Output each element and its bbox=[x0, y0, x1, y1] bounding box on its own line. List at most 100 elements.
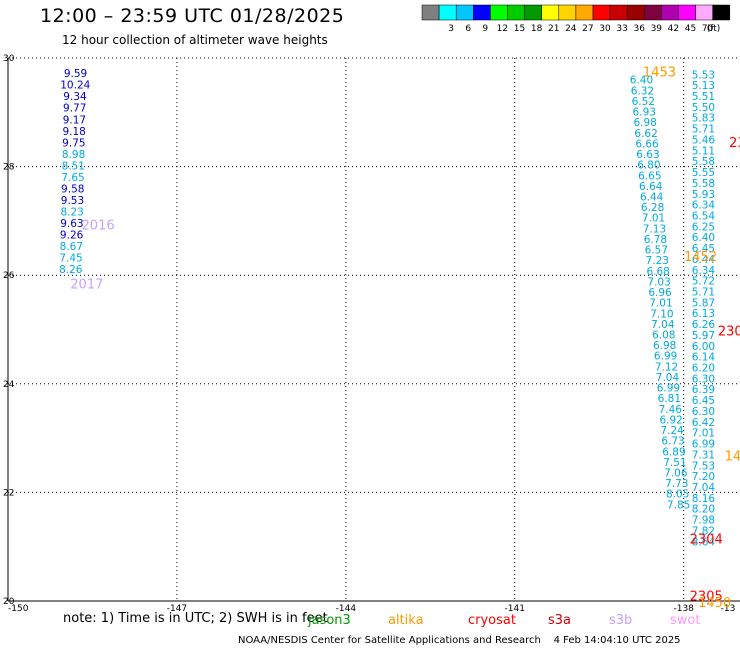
wave-height-label: 5.13 bbox=[692, 80, 715, 92]
y-tick-label: 30 bbox=[3, 54, 15, 64]
x-tick-label: -13 bbox=[721, 604, 736, 614]
wave-height-label: 9.18 bbox=[62, 126, 85, 138]
footer-note: note: 1) Time is in UTC; 2) SWH is in fe… bbox=[63, 611, 328, 626]
wave-height-label: 6.80 bbox=[637, 160, 660, 172]
wave-height-label: 9.26 bbox=[60, 229, 84, 241]
wave-height-label: 6.44 bbox=[692, 254, 716, 266]
wave-height-label: 6.96 bbox=[648, 287, 672, 299]
colorbar-label: 27 bbox=[582, 24, 593, 34]
wave-height-label: 6.92 bbox=[659, 414, 682, 426]
wave-height-label: 9.17 bbox=[63, 114, 86, 126]
wave-height-label: 8.05 bbox=[666, 489, 689, 501]
legend-jason3: jason3 bbox=[308, 613, 351, 628]
wave-height-label: 5.51 bbox=[692, 91, 715, 103]
wave-height-label: 8.23 bbox=[60, 206, 83, 218]
wave-height-label: 7.04 bbox=[651, 319, 675, 331]
colorbar-swatch bbox=[592, 4, 611, 21]
wave-height-label: 8.16 bbox=[692, 493, 716, 505]
wave-height-label: 6.99 bbox=[654, 351, 677, 363]
wave-height-label: 8.51 bbox=[62, 160, 85, 172]
wave-height-label: 7.03 bbox=[647, 276, 670, 288]
wave-height-label: 6.14 bbox=[692, 352, 716, 364]
colorbar-swatch bbox=[455, 4, 474, 21]
y-tick-label: 22 bbox=[3, 488, 14, 498]
wave-height-label: 5.46 bbox=[692, 134, 716, 146]
wave-height-label: 6.93 bbox=[633, 107, 656, 119]
wave-height-label: 6.78 bbox=[644, 234, 667, 246]
x-tick-label: -138 bbox=[673, 604, 694, 614]
chart-subtitle: 12 hour collection of altimeter wave hei… bbox=[62, 33, 328, 47]
wave-height-label: 7.53 bbox=[692, 460, 715, 472]
wave-height-label: 9.53 bbox=[61, 195, 84, 207]
wave-height-label: 8.26 bbox=[59, 264, 83, 276]
wave-height-label: 6.81 bbox=[658, 393, 681, 405]
y-tick-label: 24 bbox=[3, 380, 15, 390]
wave-height-label: 6.66 bbox=[635, 138, 659, 150]
legend-s3b: s3b bbox=[609, 613, 633, 628]
colorbar-swatch bbox=[712, 4, 731, 21]
wave-height-label: 6.00 bbox=[692, 341, 715, 353]
y-tick-label: 28 bbox=[3, 163, 15, 173]
pass-time-label: 1451 bbox=[725, 449, 740, 464]
wave-height-label: 7.01 bbox=[649, 298, 672, 310]
pass-time-label: 2304 bbox=[690, 533, 723, 548]
wave-height-label: 9.75 bbox=[62, 137, 85, 149]
wave-height-label: 7.04 bbox=[656, 372, 680, 384]
colorbar-label: 24 bbox=[565, 24, 577, 34]
wave-height-label: 7.46 bbox=[659, 404, 683, 416]
colorbar-swatch bbox=[524, 4, 542, 21]
wave-height-label: 6.39 bbox=[692, 384, 715, 396]
pass-time-label: 1453 bbox=[643, 66, 676, 81]
colorbar-label: 21 bbox=[548, 24, 559, 34]
wave-height-label: 6.45 bbox=[692, 243, 715, 255]
wave-height-label: 6.63 bbox=[636, 149, 659, 161]
wave-height-label: 7.73 bbox=[665, 478, 688, 490]
wave-height-label: 5.53 bbox=[692, 69, 715, 81]
colorbar-swatch bbox=[695, 4, 713, 21]
colorbar-swatch bbox=[438, 4, 457, 21]
colorbar-label: 15 bbox=[514, 24, 525, 34]
colorbar-label: 45 bbox=[685, 24, 696, 34]
x-tick-label: -147 bbox=[167, 604, 187, 614]
pass-time-label: 2303 bbox=[718, 325, 740, 340]
wave-height-label: 6.30 bbox=[692, 406, 715, 418]
colorbar-swatch bbox=[541, 4, 560, 21]
chart-title: 12:00 – 23:59 UTC 01/28/2025 bbox=[40, 5, 345, 27]
wave-height-label: 9.77 bbox=[63, 103, 86, 115]
wave-height-label: 7.20 bbox=[692, 471, 715, 483]
wave-height-label: 10.24 bbox=[60, 80, 90, 92]
wave-height-label: 9.34 bbox=[63, 91, 87, 103]
wave-height-label: 7.06 bbox=[664, 467, 688, 479]
pass-time-label: 2016 bbox=[82, 219, 115, 234]
wave-height-label: 5.87 bbox=[692, 297, 715, 309]
wave-height-label: 9.58 bbox=[61, 183, 84, 195]
colorbar-swatch bbox=[558, 4, 577, 21]
wave-height-label: 5.71 bbox=[692, 286, 715, 298]
wave-height-label: 7.10 bbox=[650, 308, 673, 320]
colorbar-label: 42 bbox=[668, 24, 679, 34]
colorbar-label: 18 bbox=[531, 24, 543, 34]
wave-height-label: 5.83 bbox=[692, 113, 715, 125]
colorbar-swatch bbox=[421, 4, 440, 21]
wave-height-label: 8.20 bbox=[692, 504, 715, 516]
wave-height-label: 5.50 bbox=[692, 102, 715, 114]
footer-credit-text: NOAA/NESDIS Center for Satellite Applica… bbox=[238, 635, 541, 646]
wave-height-label: 6.99 bbox=[657, 383, 680, 395]
footer-timestamp: 4 Feb 14:04:10 UTC 2025 bbox=[553, 635, 681, 646]
legend-s3a: s3a bbox=[548, 613, 572, 628]
x-tick-label: -141 bbox=[505, 604, 525, 614]
colorbar-label: 9 bbox=[482, 24, 488, 34]
wave-height-label: 7.82 bbox=[692, 525, 715, 537]
wave-height-label: 6.45 bbox=[692, 395, 715, 407]
wave-height-label: 6.34 bbox=[692, 200, 716, 212]
wave-height-label: 6.20 bbox=[692, 363, 715, 375]
colorbar-label: 33 bbox=[616, 24, 627, 34]
wave-height-label: 7.13 bbox=[643, 223, 666, 235]
wave-height-label: 7.65 bbox=[61, 172, 84, 184]
legend-swot: swot bbox=[670, 613, 701, 628]
colorbar-label: 12 bbox=[497, 24, 508, 34]
wave-height-label: 7.01 bbox=[642, 213, 665, 225]
colorbar-swatch bbox=[609, 4, 628, 21]
wave-height-label: 7.45 bbox=[59, 252, 82, 264]
colorbar-label: 6 bbox=[465, 24, 471, 34]
